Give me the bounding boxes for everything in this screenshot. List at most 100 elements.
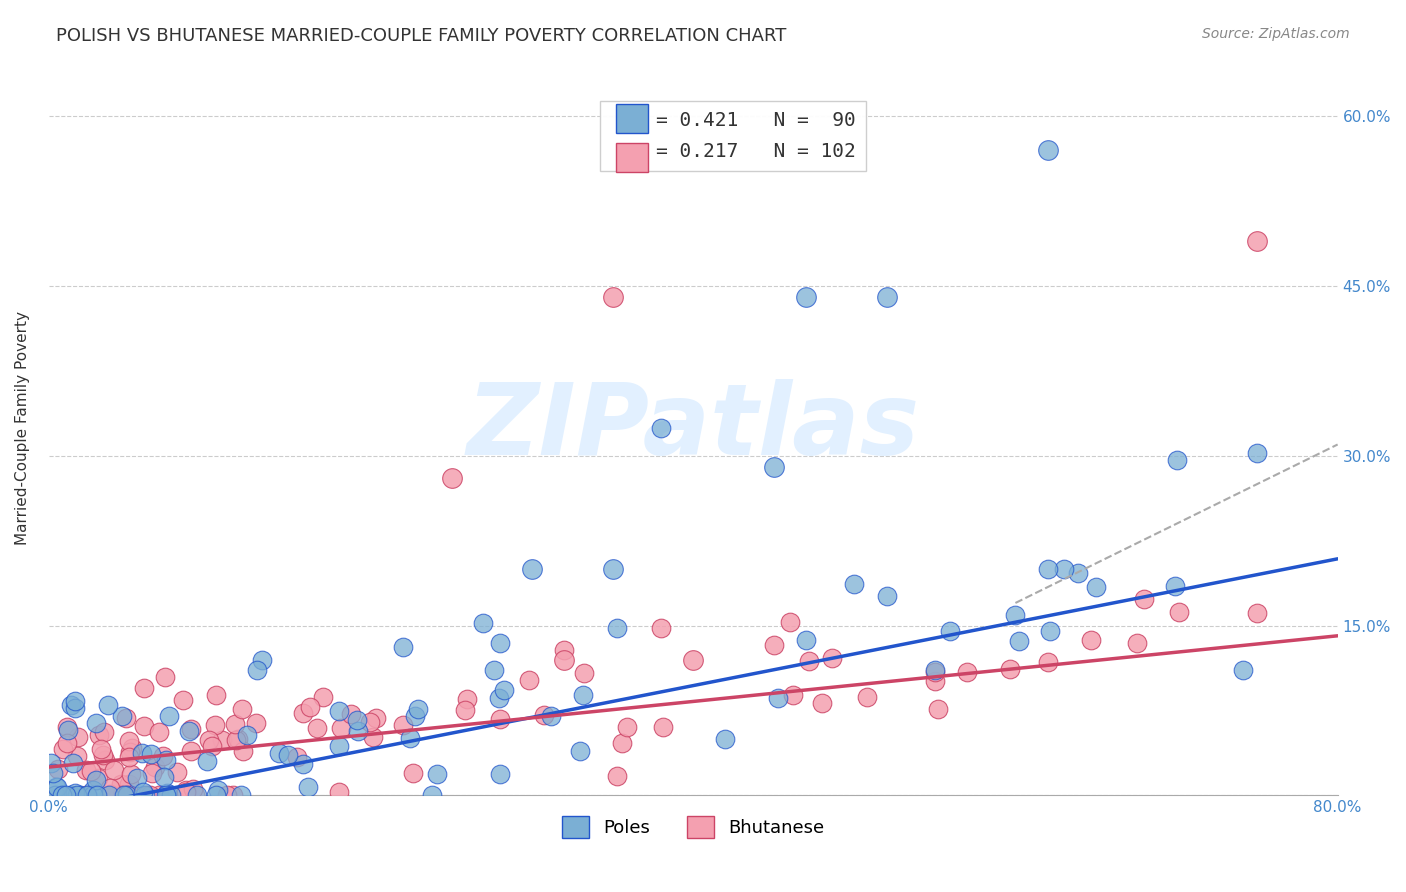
Text: POLISH VS BHUTANESE MARRIED-COUPLE FAMILY POVERTY CORRELATION CHART: POLISH VS BHUTANESE MARRIED-COUPLE FAMIL… — [56, 27, 786, 45]
Point — [115, 710, 138, 724]
Point — [404, 709, 426, 723]
Point — [440, 471, 463, 485]
Point — [66, 749, 89, 764]
Point — [488, 690, 510, 705]
Point — [762, 460, 785, 475]
Point — [232, 744, 254, 758]
Point — [267, 746, 290, 760]
Point — [540, 709, 562, 723]
Point — [924, 665, 946, 680]
Point — [998, 662, 1021, 676]
Point — [291, 706, 314, 720]
Point — [118, 750, 141, 764]
Point — [76, 789, 98, 803]
Point — [84, 772, 107, 787]
Point — [115, 789, 138, 803]
Point — [650, 421, 672, 435]
Point — [120, 745, 142, 759]
Point — [86, 789, 108, 803]
Text: ZIPatlas: ZIPatlas — [467, 379, 920, 476]
Point — [799, 654, 821, 668]
Point — [44, 789, 66, 803]
Point — [131, 746, 153, 760]
Point — [1126, 636, 1149, 650]
Point — [1007, 633, 1029, 648]
Point — [291, 756, 314, 771]
Point — [1246, 234, 1268, 248]
Point — [1036, 655, 1059, 669]
Point — [520, 562, 543, 576]
Point — [762, 638, 785, 652]
Point — [143, 760, 166, 774]
Point — [62, 756, 84, 771]
Point — [174, 783, 197, 797]
Point — [454, 703, 477, 717]
Point — [876, 290, 898, 304]
Point — [186, 789, 208, 803]
Point — [134, 681, 156, 695]
Point — [346, 713, 368, 727]
Point — [117, 777, 139, 791]
Point — [1036, 561, 1059, 575]
Point — [139, 747, 162, 761]
Point — [231, 702, 253, 716]
Point — [876, 589, 898, 603]
Point — [166, 765, 188, 780]
Point — [1080, 632, 1102, 647]
Point — [305, 721, 328, 735]
Point — [855, 690, 877, 704]
Point — [224, 716, 246, 731]
Point — [56, 736, 79, 750]
Point — [426, 766, 449, 780]
Point — [98, 787, 121, 801]
Point — [420, 789, 443, 803]
Point — [86, 771, 108, 785]
Point — [489, 712, 512, 726]
Point — [359, 714, 381, 729]
Point — [93, 725, 115, 739]
Point — [794, 290, 817, 304]
Point — [180, 743, 202, 757]
Point — [94, 753, 117, 767]
Point — [59, 789, 82, 803]
Point — [82, 789, 104, 803]
Point — [152, 749, 174, 764]
Point — [159, 788, 181, 802]
Point — [75, 763, 97, 777]
Point — [198, 733, 221, 747]
Point — [139, 789, 162, 803]
Point — [207, 783, 229, 797]
Point — [89, 727, 111, 741]
Point — [811, 697, 834, 711]
Point — [553, 652, 575, 666]
Point — [84, 715, 107, 730]
Point — [517, 673, 540, 687]
Point — [155, 789, 177, 803]
Point — [125, 772, 148, 786]
Point — [52, 742, 75, 756]
Point — [821, 651, 844, 665]
Point — [1067, 566, 1090, 580]
Point — [222, 789, 245, 803]
Point — [652, 720, 675, 734]
Point — [59, 698, 82, 712]
Point — [602, 562, 624, 576]
Point — [472, 616, 495, 631]
Point — [489, 636, 512, 650]
Point — [1164, 579, 1187, 593]
Point — [56, 723, 79, 737]
Point — [1246, 445, 1268, 459]
Point — [1167, 605, 1189, 619]
Point — [51, 789, 73, 803]
Point — [69, 789, 91, 803]
Legend: Poles, Bhutanese: Poles, Bhutanese — [555, 809, 831, 846]
Point — [285, 749, 308, 764]
Point — [494, 683, 516, 698]
Point — [456, 692, 478, 706]
Point — [569, 744, 592, 758]
Point — [956, 665, 979, 679]
Point — [63, 694, 86, 708]
Point — [650, 622, 672, 636]
Point — [606, 621, 628, 635]
Point — [183, 789, 205, 803]
